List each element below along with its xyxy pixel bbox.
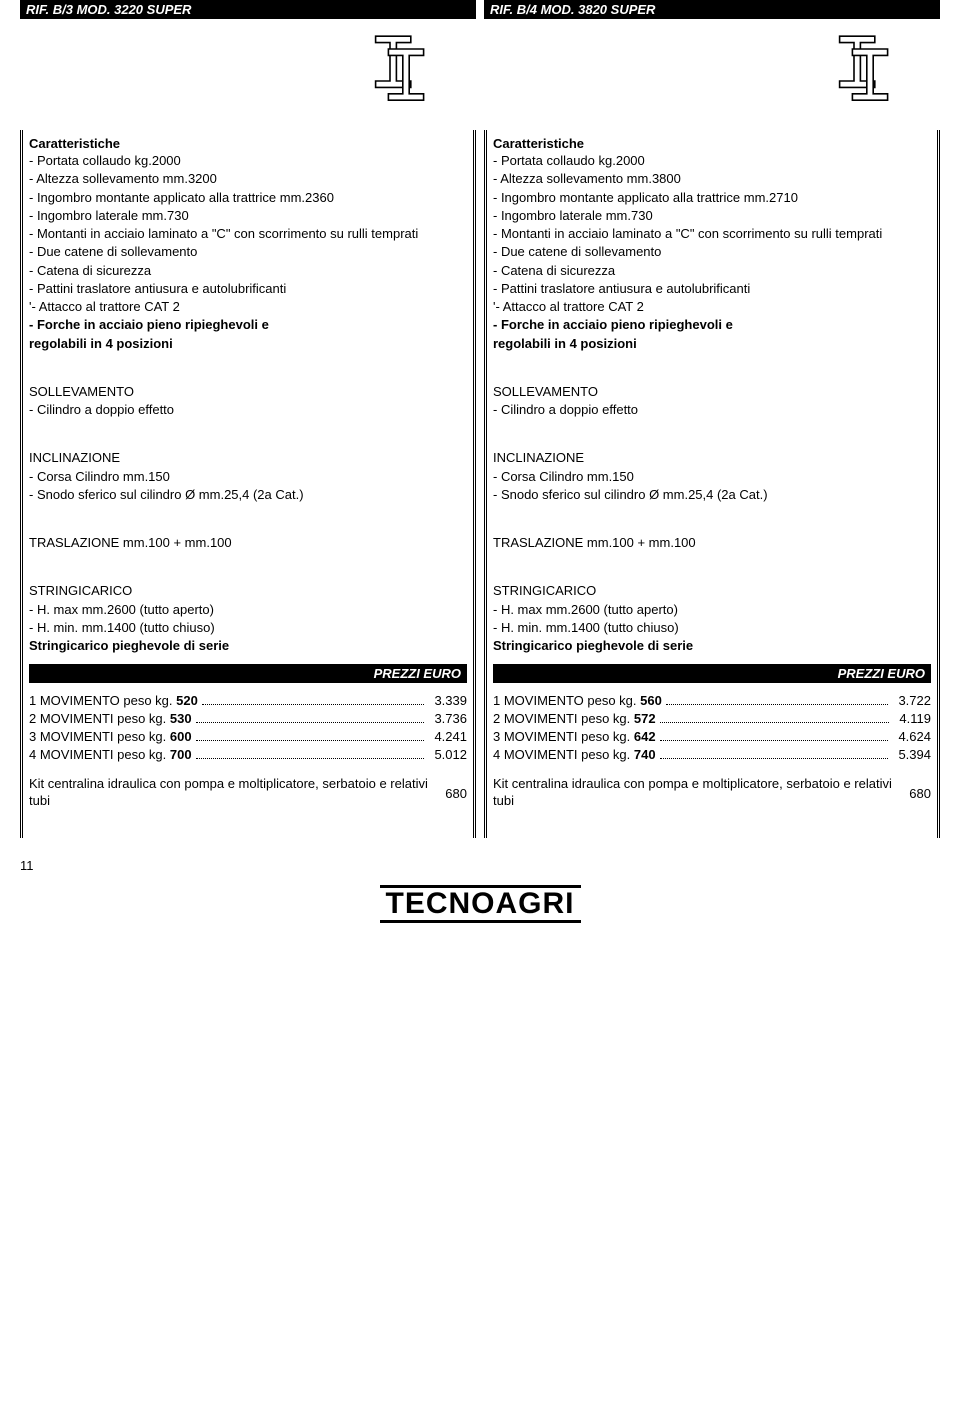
stringi-line: - H. min. mm.1400 (tutto chiuso)	[493, 620, 931, 636]
dots	[202, 695, 425, 705]
mov-row: 3 MOVIMENTI peso kg. 600 4.241	[29, 729, 467, 744]
stringi-bold: Stringicarico pieghevole di serie	[493, 638, 931, 654]
forche-line-2: regolabili in 4 posizioni	[29, 336, 467, 352]
beam-icon	[366, 101, 446, 116]
kit-text: Kit centralina idraulica con pompa e mol…	[29, 776, 431, 810]
spec-line: - Pattini traslatore antiusura e autolub…	[29, 281, 467, 297]
stringi-bold: Stringicarico pieghevole di serie	[29, 638, 467, 654]
mov-price: 5.394	[892, 747, 931, 762]
spec-line: - Catena di sicurezza	[493, 263, 931, 279]
mov-row: 4 MOVIMENTI peso kg. 700 5.012	[29, 747, 467, 762]
mov-row: 2 MOVIMENTI peso kg. 530 3.736	[29, 711, 467, 726]
mov-row: 1 MOVIMENTO peso kg. 520 3.339	[29, 693, 467, 708]
kit-row: Kit centralina idraulica con pompa e mol…	[29, 776, 467, 810]
trasl-line: TRASLAZIONE mm.100 + mm.100	[29, 535, 467, 551]
spec-line: - Portata collaudo kg.2000	[29, 153, 467, 169]
stringi-title: STRINGICARICO	[493, 583, 931, 599]
mov-row: 1 MOVIMENTO peso kg. 560 3.722	[493, 693, 931, 708]
mov-price: 4.119	[893, 711, 931, 726]
spec-line: '- Attacco al trattore CAT 2	[493, 299, 931, 315]
column-right: RIF. B/4 MOD. 3820 SUPER Caratteristiche…	[484, 0, 940, 838]
stringi-title: STRINGICARICO	[29, 583, 467, 599]
mov-price: 3.339	[428, 693, 467, 708]
dots	[660, 749, 889, 759]
column-left: RIF. B/3 MOD. 3220 SUPER Caratteristiche…	[20, 0, 476, 838]
forche-line-1: - Forche in acciaio pieno ripieghevoli e	[29, 317, 467, 333]
incl-title: INCLINAZIONE	[29, 450, 467, 466]
spec-line: - Catena di sicurezza	[29, 263, 467, 279]
col-body-right: Caratteristiche - Portata collaudo kg.20…	[484, 130, 940, 838]
mov-label: 4 MOVIMENTI peso kg. 740	[493, 747, 656, 762]
header-left: RIF. B/3 MOD. 3220 SUPER	[20, 0, 476, 19]
incl-line: - Corsa Cilindro mm.150	[493, 469, 931, 485]
spec-line: - Montanti in acciaio laminato a "C" con…	[29, 226, 467, 242]
spec-line: - Altezza sollevamento mm.3200	[29, 171, 467, 187]
mov-price: 3.736	[428, 711, 467, 726]
mov-price: 3.722	[892, 693, 931, 708]
stringi-line: - H. min. mm.1400 (tutto chiuso)	[29, 620, 467, 636]
mov-row: 2 MOVIMENTI peso kg. 572 4.119	[493, 711, 931, 726]
beam-icon-left-row	[20, 27, 476, 130]
incl-line: - Snodo sferico sul cilindro Ø mm.25,4 (…	[29, 487, 467, 503]
mov-label: 1 MOVIMENTO peso kg. 560	[493, 693, 662, 708]
spec-line: - Due catene di sollevamento	[29, 244, 467, 260]
forche-line-1: - Forche in acciaio pieno ripieghevoli e	[493, 317, 931, 333]
dots	[666, 695, 889, 705]
spec-line: - Portata collaudo kg.2000	[493, 153, 931, 169]
incl-line: - Snodo sferico sul cilindro Ø mm.25,4 (…	[493, 487, 931, 503]
spec-line: - Ingombro laterale mm.730	[493, 208, 931, 224]
mov-label: 1 MOVIMENTO peso kg. 520	[29, 693, 198, 708]
spec-line: - Due catene di sollevamento	[493, 244, 931, 260]
dots	[196, 731, 425, 741]
spec-line: - Ingombro montante applicato alla tratt…	[29, 190, 467, 206]
spec-line: - Pattini traslatore antiusura e autolub…	[493, 281, 931, 297]
page-number: 11	[0, 838, 960, 881]
mov-label: 3 MOVIMENTI peso kg. 600	[29, 729, 192, 744]
page-columns: RIF. B/3 MOD. 3220 SUPER Caratteristiche…	[0, 0, 960, 838]
header-right: RIF. B/4 MOD. 3820 SUPER	[484, 0, 940, 19]
logo-row: TECNOAGRI	[0, 881, 960, 939]
trasl-line: TRASLAZIONE mm.100 + mm.100	[493, 535, 931, 551]
spec-line: - Altezza sollevamento mm.3800	[493, 171, 931, 187]
stringi-line: - H. max mm.2600 (tutto aperto)	[493, 602, 931, 618]
mov-row: 3 MOVIMENTI peso kg. 642 4.624	[493, 729, 931, 744]
mov-price: 4.624	[892, 729, 931, 744]
sollev-title: SOLLEVAMENTO	[29, 384, 467, 400]
stringi-line: - H. max mm.2600 (tutto aperto)	[29, 602, 467, 618]
mov-label: 3 MOVIMENTI peso kg. 642	[493, 729, 656, 744]
mov-price: 4.241	[428, 729, 467, 744]
kit-row: Kit centralina idraulica con pompa e mol…	[493, 776, 931, 810]
dots	[660, 731, 889, 741]
sollev-line: - Cilindro a doppio effetto	[493, 402, 931, 418]
col-body-left: Caratteristiche - Portata collaudo kg.20…	[20, 130, 476, 838]
char-title: Caratteristiche	[493, 136, 931, 151]
dots	[660, 713, 890, 723]
mov-label: 2 MOVIMENTI peso kg. 572	[493, 711, 656, 726]
spec-line: - Ingombro laterale mm.730	[29, 208, 467, 224]
kit-price: 680	[431, 786, 467, 801]
spec-line: - Ingombro montante applicato alla tratt…	[493, 190, 931, 206]
beam-icon	[830, 101, 910, 116]
beam-icon-right-row	[484, 27, 940, 130]
mov-row: 4 MOVIMENTI peso kg. 740 5.394	[493, 747, 931, 762]
prezzi-bar: PREZZI EURO	[29, 664, 467, 683]
spec-line: '- Attacco al trattore CAT 2	[29, 299, 467, 315]
kit-price: 680	[895, 786, 931, 801]
dots	[196, 713, 425, 723]
dots	[196, 749, 425, 759]
kit-text: Kit centralina idraulica con pompa e mol…	[493, 776, 895, 810]
mov-label: 4 MOVIMENTI peso kg. 700	[29, 747, 192, 762]
char-title: Caratteristiche	[29, 136, 467, 151]
sollev-line: - Cilindro a doppio effetto	[29, 402, 467, 418]
mov-price: 5.012	[428, 747, 467, 762]
spec-line: - Montanti in acciaio laminato a "C" con…	[493, 226, 931, 242]
incl-line: - Corsa Cilindro mm.150	[29, 469, 467, 485]
mov-label: 2 MOVIMENTI peso kg. 530	[29, 711, 192, 726]
incl-title: INCLINAZIONE	[493, 450, 931, 466]
sollev-title: SOLLEVAMENTO	[493, 384, 931, 400]
prezzi-bar: PREZZI EURO	[493, 664, 931, 683]
brand-logo: TECNOAGRI	[380, 885, 581, 923]
forche-line-2: regolabili in 4 posizioni	[493, 336, 931, 352]
